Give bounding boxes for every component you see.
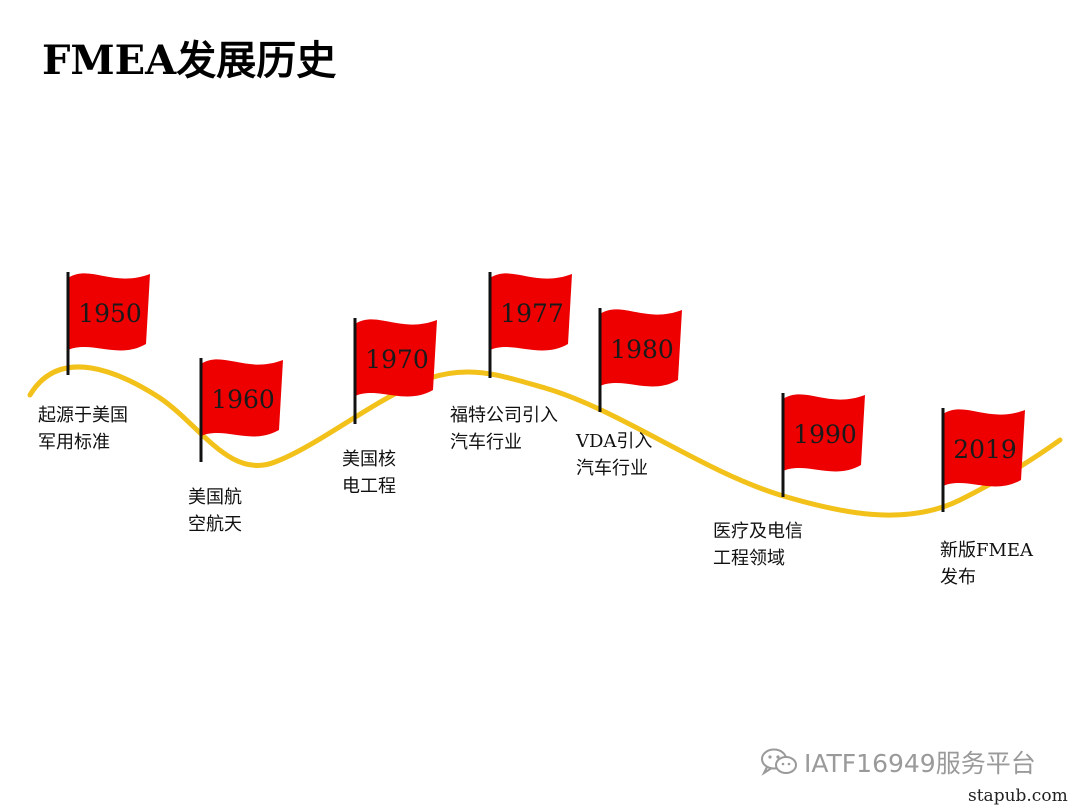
milestone-flag: 1980 (598, 308, 682, 412)
milestone-caption: 美国航 空航天 (188, 487, 242, 535)
flag-banner (355, 319, 437, 397)
flag-year-label: 1977 (500, 299, 564, 328)
milestone-caption: 医疗及电信 工程领域 (713, 521, 803, 569)
flag-banner (943, 409, 1025, 487)
milestone-caption: 起源于美国 军用标准 (38, 405, 128, 453)
watermark: IATF16949服务平台 (760, 744, 1036, 780)
milestone-flag: 1950 (66, 272, 150, 375)
flag-year-label: 1950 (78, 299, 142, 328)
flag-year-label: 1960 (211, 385, 275, 414)
page-title: FMEA发展历史 (42, 37, 337, 84)
milestone-flag: 2019 (941, 408, 1025, 512)
milestone-flag: 1960 (199, 358, 283, 462)
flag-year-label: 1990 (793, 420, 857, 449)
milestone-flag: 1970 (353, 318, 437, 424)
milestone-caption: 美国核 电工程 (342, 449, 396, 497)
watermark-text: IATF16949服务平台 (804, 749, 1036, 778)
source-domain: stapub.com (968, 786, 1068, 806)
milestone-flag: 1990 (781, 393, 865, 497)
flag-banner (201, 359, 283, 437)
milestone-caption: 福特公司引入 汽车行业 (450, 405, 558, 453)
flag-year-label: 1970 (365, 345, 429, 374)
flag-banner (490, 273, 572, 351)
flag-banner (783, 394, 865, 472)
flag-year-label: 2019 (953, 435, 1017, 464)
flag-banner (600, 309, 682, 387)
milestone-caption: 新版FMEA 发布 (940, 540, 1034, 588)
milestone-flag: 1977 (488, 272, 572, 378)
flag-year-label: 1980 (610, 335, 674, 364)
milestone-caption: VDA引入 汽车行业 (576, 431, 653, 479)
wechat-icon (761, 748, 797, 776)
flag-banner (68, 273, 150, 351)
